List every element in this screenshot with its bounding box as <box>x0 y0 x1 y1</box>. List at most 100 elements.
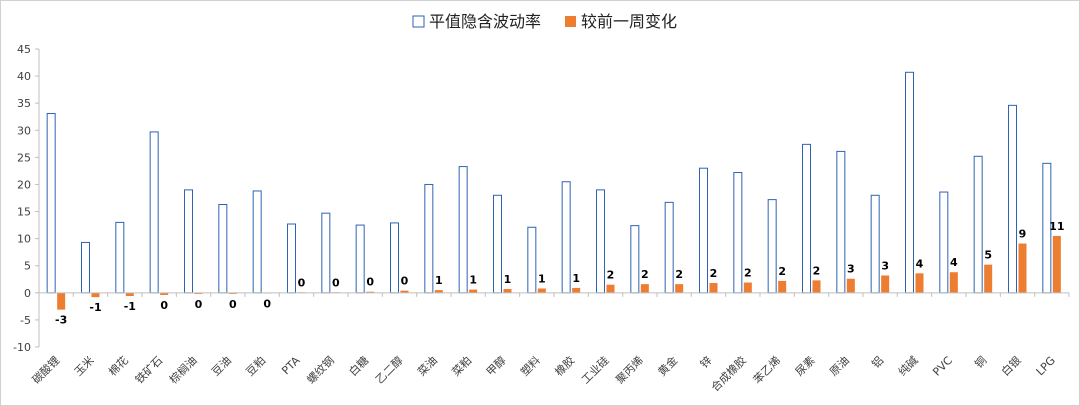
data-label-weekly-change: 0 <box>366 276 374 289</box>
bar-implied-vol <box>767 199 777 294</box>
bar-weekly-change <box>228 292 237 294</box>
data-label-weekly-change: 1 <box>469 274 477 287</box>
bar-implied-vol <box>149 131 159 294</box>
data-label-weekly-change: 1 <box>572 272 580 285</box>
bar-implied-vol <box>973 155 983 294</box>
x-category-label: 乙二醇 <box>372 353 405 386</box>
y-tick-label: -10 <box>13 341 31 354</box>
bar-implied-vol <box>596 189 605 294</box>
data-label-weekly-change: 4 <box>950 256 958 269</box>
y-tick-label: 30 <box>17 124 31 137</box>
bar-weekly-change <box>606 284 615 293</box>
bar-weekly-change <box>743 282 752 293</box>
bar-implied-vol <box>458 166 468 294</box>
data-label-weekly-change: 2 <box>641 268 649 281</box>
bar-weekly-change <box>1052 235 1061 293</box>
x-category-label: 苯乙烯 <box>750 353 783 386</box>
data-label-weekly-change: 0 <box>160 299 168 312</box>
data-label-weekly-change: 4 <box>916 257 924 270</box>
data-label-weekly-change: 0 <box>332 276 340 289</box>
x-category-label: 聚丙烯 <box>613 354 646 387</box>
x-category-label: 铁矿石 <box>133 354 166 387</box>
y-tick-label: 45 <box>17 43 31 56</box>
y-tick-label: 5 <box>24 260 31 273</box>
data-label-weekly-change: 0 <box>229 298 237 311</box>
x-category-label: PVC <box>930 354 955 379</box>
data-label-weekly-change: 2 <box>607 269 615 282</box>
data-label-weekly-change: 0 <box>263 297 271 310</box>
bar-weekly-change <box>1018 243 1027 293</box>
bars <box>46 71 1061 310</box>
x-category-label: 菜油 <box>414 353 439 378</box>
bar-weekly-change <box>125 292 134 297</box>
x-category-label: 甲醇 <box>483 353 508 378</box>
x-category-label: LPG <box>1034 354 1058 378</box>
x-category-label: 螺纹钢 <box>304 353 337 386</box>
data-label-weekly-change: -1 <box>124 300 136 313</box>
data-label-weekly-change: 11 <box>1049 220 1064 233</box>
x-category-label: 棕榈油 <box>166 353 199 386</box>
y-tick-label: -5 <box>20 314 31 327</box>
data-label-weekly-change: 1 <box>504 273 512 286</box>
data-label-weekly-change: 0 <box>195 298 203 311</box>
bar-implied-vol <box>870 194 880 294</box>
x-category-label: 豆油 <box>208 353 233 378</box>
bar-implied-vol <box>733 172 743 294</box>
x-category-label: 锌 <box>697 353 715 371</box>
data-label-weekly-change: -3 <box>55 314 67 327</box>
x-category-label: 菜粕 <box>449 353 474 378</box>
data-label-weekly-change: 3 <box>881 259 889 272</box>
x-category-label: 白银 <box>998 353 1023 378</box>
x-category-label: 合成橡胶 <box>708 353 749 394</box>
legend-label-weekly-change: 较前一周变化 <box>581 12 677 31</box>
data-label-weekly-change: 2 <box>744 267 752 280</box>
x-category-label: 铝 <box>869 353 887 371</box>
bar-implied-vol <box>699 167 708 294</box>
data-label-weekly-change: 2 <box>675 268 683 281</box>
data-label-weekly-change: 9 <box>1019 228 1027 241</box>
x-category-label: 尿素 <box>793 354 818 379</box>
x-category-label: 工业硅 <box>579 354 612 387</box>
x-category-label: 铜 <box>972 353 990 371</box>
bar-implied-vol <box>664 201 674 294</box>
bar-implied-vol <box>424 183 434 294</box>
bar-implied-vol <box>905 71 914 294</box>
x-category-label: 黄金 <box>655 353 680 378</box>
x-category-label: 纯碱 <box>896 354 921 379</box>
y-axis: -10 -5 0 5 10 15 20 25 30 35 40 45 <box>13 43 40 354</box>
data-label-weekly-change: 1 <box>538 272 546 285</box>
y-tick-label: 0 <box>24 287 31 300</box>
bar-weekly-change <box>709 283 718 293</box>
bar-weekly-change <box>469 289 478 293</box>
bar-implied-vol <box>184 189 193 294</box>
data-label-weekly-change: 0 <box>401 275 409 288</box>
bar-weekly-change <box>640 284 649 293</box>
x-axis: 碳酸锂 玉米 棉花 铁矿石 棕榈油 豆油 豆粕 PTA 螺纹钢 白糖 乙二醇 菜油 菜粕 甲醇 塑料 橡胶 工业… <box>29 292 1070 394</box>
data-label-weekly-change: 0 <box>298 276 306 289</box>
bar-implied-vol <box>561 181 571 294</box>
bar-implied-vol <box>802 143 811 294</box>
bar-implied-vol <box>46 112 56 294</box>
data-label-weekly-change: 2 <box>778 265 786 278</box>
bar-weekly-change <box>846 278 855 293</box>
bar-weekly-change <box>881 275 890 293</box>
bar-implied-vol <box>81 241 90 294</box>
data-label-weekly-change: 2 <box>710 267 718 280</box>
bar-weekly-change <box>91 292 100 298</box>
legend-swatch-implied-vol <box>412 15 425 28</box>
bar-weekly-change <box>194 292 203 294</box>
bar-weekly-change <box>949 272 958 293</box>
bar-implied-vol <box>218 204 228 294</box>
x-category-label: PTA <box>279 354 303 378</box>
data-label-weekly-change: 5 <box>984 249 992 262</box>
x-category-label: 塑料 <box>517 353 542 378</box>
y-tick-label: 40 <box>17 70 31 83</box>
bar-implied-vol <box>630 225 640 294</box>
bar-implied-vol <box>115 221 125 294</box>
y-tick-label: 20 <box>17 178 31 191</box>
bar-weekly-change <box>778 280 787 293</box>
y-tick-label: 35 <box>17 97 31 110</box>
bar-implied-vol <box>355 224 365 294</box>
data-label-weekly-change: 3 <box>847 263 855 276</box>
